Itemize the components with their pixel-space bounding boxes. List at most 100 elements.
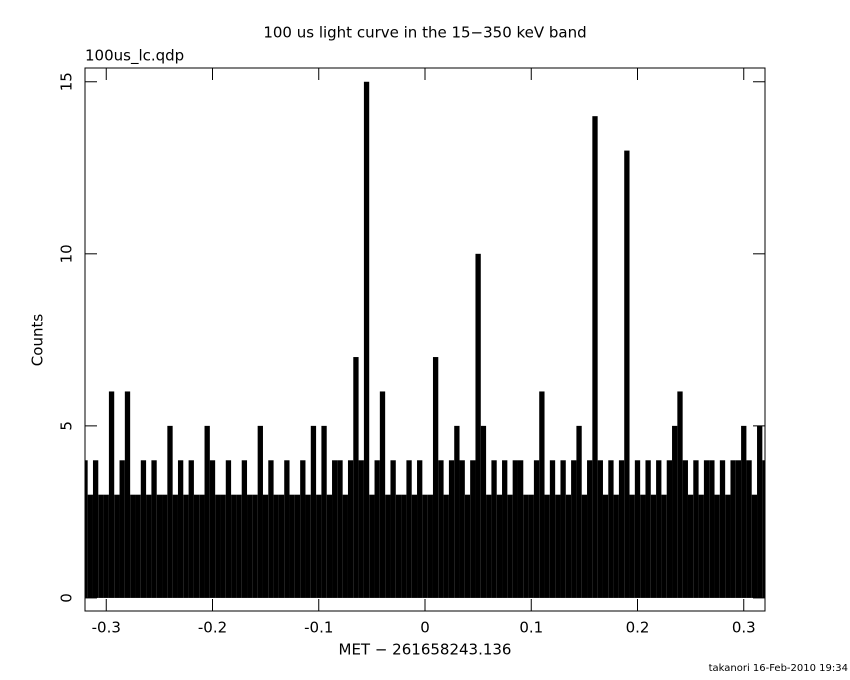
bar [687, 494, 694, 598]
bar [162, 494, 168, 598]
bar [475, 253, 481, 598]
bar [496, 494, 503, 598]
bar [634, 460, 641, 598]
bar [719, 460, 726, 598]
bar [300, 460, 306, 598]
bar [640, 494, 646, 598]
bar [294, 494, 301, 598]
bar [379, 391, 386, 598]
bar [517, 460, 524, 598]
bar [119, 460, 125, 598]
bar [215, 494, 221, 598]
bar [746, 460, 752, 598]
bar [571, 460, 577, 598]
y-tick-label: 10 [58, 244, 76, 263]
bar [714, 494, 720, 598]
bar [241, 460, 248, 598]
bar [347, 460, 354, 598]
bar [422, 494, 428, 598]
x-tick-label: 0.2 [626, 619, 650, 637]
bar [730, 460, 736, 598]
bar [539, 391, 545, 598]
bar [135, 494, 141, 598]
bar [432, 357, 439, 598]
bar [618, 460, 625, 598]
bar [85, 460, 88, 598]
bar [167, 425, 173, 598]
bar [268, 460, 274, 598]
bar [491, 460, 497, 598]
bar [257, 425, 263, 598]
bar [464, 494, 471, 598]
bar [130, 494, 136, 598]
x-tick-label: 0.3 [732, 619, 756, 637]
bar [204, 425, 210, 598]
bar [608, 460, 614, 598]
bar [762, 460, 765, 598]
bar [273, 494, 279, 598]
bar [656, 460, 662, 598]
bar [374, 460, 380, 598]
bar [353, 357, 359, 598]
bar [624, 150, 630, 598]
bar [310, 425, 317, 598]
bar [544, 494, 550, 598]
bar [140, 460, 147, 598]
bar [576, 425, 582, 598]
y-axis-label: Counts [29, 314, 47, 367]
chart-title: 100 us light curve in the 15−350 keV ban… [263, 24, 586, 42]
bar [151, 460, 157, 598]
bar [236, 494, 242, 598]
bar [262, 494, 269, 598]
bar [757, 425, 763, 598]
bar [698, 494, 704, 598]
bar [411, 494, 418, 598]
bar [602, 494, 609, 598]
bar [146, 494, 152, 598]
bar [480, 425, 487, 598]
bar [512, 460, 518, 598]
bar [549, 460, 556, 598]
bar [629, 494, 635, 598]
x-tick-label: 0.1 [519, 619, 543, 637]
bar [725, 494, 731, 598]
bar [406, 460, 412, 598]
x-axis-label: MET − 261658243.136 [339, 641, 512, 659]
bar [735, 460, 742, 598]
y-tick-label: 15 [58, 72, 76, 91]
bar [587, 460, 593, 598]
bar [108, 391, 115, 598]
bar [177, 460, 184, 598]
bar [470, 460, 476, 598]
bar [156, 494, 163, 598]
bar [124, 391, 131, 598]
bar [592, 116, 598, 598]
bar [448, 460, 455, 598]
bar [321, 425, 327, 598]
bar [427, 494, 433, 598]
bar [672, 425, 678, 598]
bar [326, 494, 333, 598]
bar [316, 494, 322, 598]
bar [417, 460, 423, 598]
bar [682, 460, 688, 598]
bar [438, 460, 444, 598]
bar [385, 494, 391, 598]
plot-area [85, 81, 765, 598]
bar [342, 494, 348, 598]
bar [305, 494, 311, 598]
bar [332, 460, 338, 598]
bar [172, 494, 178, 598]
bar [220, 494, 226, 598]
bar [401, 494, 407, 598]
bar [533, 460, 540, 598]
bar [741, 425, 747, 598]
bar [703, 460, 710, 598]
bar [523, 494, 529, 598]
bar [252, 494, 258, 598]
bar [443, 494, 449, 598]
bar [183, 494, 189, 598]
bar [284, 460, 290, 598]
bar [555, 494, 561, 598]
